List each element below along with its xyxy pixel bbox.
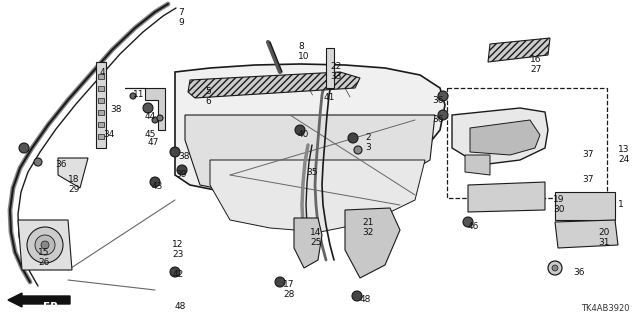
- Circle shape: [438, 91, 448, 101]
- Circle shape: [352, 291, 362, 301]
- Text: 14
25: 14 25: [310, 228, 321, 247]
- Text: 11: 11: [133, 90, 145, 99]
- Circle shape: [157, 115, 163, 121]
- Text: 36: 36: [432, 115, 444, 124]
- Text: 47: 47: [148, 138, 159, 147]
- FancyArrow shape: [8, 293, 70, 307]
- Text: 15
26: 15 26: [38, 248, 49, 267]
- Circle shape: [19, 143, 29, 153]
- Text: 48: 48: [175, 302, 186, 311]
- Text: 8
10: 8 10: [298, 42, 310, 61]
- Text: 13
24: 13 24: [618, 145, 630, 164]
- Polygon shape: [555, 192, 615, 220]
- Polygon shape: [210, 160, 425, 232]
- Circle shape: [177, 165, 187, 175]
- Text: 20
31: 20 31: [598, 228, 609, 247]
- Circle shape: [34, 158, 42, 166]
- Circle shape: [152, 117, 158, 123]
- Text: 46: 46: [468, 222, 479, 231]
- Circle shape: [170, 147, 180, 157]
- Text: FR.: FR.: [44, 302, 63, 312]
- Polygon shape: [470, 120, 540, 155]
- Circle shape: [552, 265, 558, 271]
- Text: TK4AB3920: TK4AB3920: [582, 304, 630, 313]
- Circle shape: [548, 261, 562, 275]
- Text: 38: 38: [110, 105, 122, 114]
- Circle shape: [354, 146, 362, 154]
- Circle shape: [438, 110, 448, 120]
- Text: 34: 34: [103, 130, 115, 139]
- Text: 41: 41: [324, 93, 335, 102]
- Text: 21
32: 21 32: [362, 218, 373, 237]
- Polygon shape: [488, 38, 550, 62]
- Circle shape: [130, 93, 136, 99]
- Text: 44: 44: [145, 112, 156, 121]
- Polygon shape: [98, 74, 104, 79]
- Text: 4: 4: [100, 68, 106, 77]
- Polygon shape: [345, 208, 400, 278]
- Polygon shape: [98, 134, 104, 139]
- Polygon shape: [185, 115, 435, 200]
- Text: 40: 40: [298, 130, 309, 139]
- Polygon shape: [452, 108, 548, 165]
- Polygon shape: [294, 218, 322, 268]
- Text: 18
29: 18 29: [68, 175, 79, 194]
- Text: 12
23: 12 23: [172, 240, 184, 259]
- Circle shape: [463, 217, 473, 227]
- Text: 19
30: 19 30: [553, 195, 564, 214]
- Text: 43: 43: [152, 182, 163, 191]
- Text: 36: 36: [573, 268, 584, 277]
- Polygon shape: [326, 48, 334, 88]
- Polygon shape: [98, 110, 104, 115]
- Circle shape: [27, 227, 63, 263]
- Text: 36: 36: [55, 160, 67, 169]
- Text: 35: 35: [306, 168, 317, 177]
- Text: 16
27: 16 27: [530, 55, 541, 74]
- Polygon shape: [98, 98, 104, 103]
- Text: 45: 45: [145, 130, 156, 139]
- Polygon shape: [125, 88, 165, 130]
- Polygon shape: [58, 158, 88, 188]
- Circle shape: [275, 277, 285, 287]
- Circle shape: [150, 177, 160, 187]
- Circle shape: [35, 235, 55, 255]
- Circle shape: [143, 103, 153, 113]
- Text: 22
33: 22 33: [330, 62, 342, 81]
- Text: 17
28: 17 28: [283, 280, 294, 299]
- Polygon shape: [18, 220, 72, 270]
- Text: 37: 37: [582, 150, 593, 159]
- Text: 36: 36: [432, 96, 444, 105]
- Text: 39: 39: [175, 170, 186, 179]
- Text: 7
9: 7 9: [178, 8, 184, 27]
- Text: 48: 48: [360, 295, 371, 304]
- Polygon shape: [468, 182, 545, 212]
- Circle shape: [41, 241, 49, 249]
- Circle shape: [295, 125, 305, 135]
- Circle shape: [348, 133, 358, 143]
- Polygon shape: [465, 155, 490, 175]
- Polygon shape: [175, 64, 445, 200]
- Text: 42: 42: [173, 270, 184, 279]
- Polygon shape: [98, 122, 104, 127]
- Polygon shape: [96, 62, 106, 148]
- Polygon shape: [98, 86, 104, 91]
- Text: 1: 1: [618, 200, 624, 209]
- Polygon shape: [188, 72, 360, 98]
- Text: 2
3: 2 3: [365, 133, 371, 152]
- Text: 38: 38: [178, 152, 189, 161]
- Text: 5
6: 5 6: [205, 87, 211, 106]
- Text: 37: 37: [582, 175, 593, 184]
- Circle shape: [170, 267, 180, 277]
- Polygon shape: [555, 220, 618, 248]
